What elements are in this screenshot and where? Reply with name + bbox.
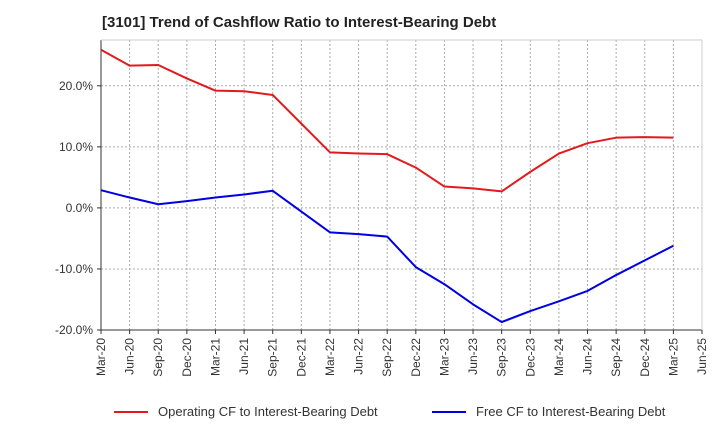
y-tick-label: -10.0% — [55, 262, 93, 276]
x-tick-label: Sep-20 — [151, 338, 165, 377]
x-tick-label: Jun-22 — [352, 338, 366, 375]
x-tick-label: Mar-21 — [208, 338, 222, 376]
x-tick-label: Jun-25 — [695, 338, 709, 375]
x-tick-label: Dec-24 — [638, 338, 652, 377]
x-tick-label: Mar-20 — [94, 338, 108, 376]
x-tick-label: Jun-21 — [237, 338, 251, 375]
x-tick-label: Mar-23 — [437, 338, 451, 376]
x-tick-label: Jun-24 — [581, 338, 595, 375]
y-tick-label: 10.0% — [59, 140, 93, 154]
legend-label-free-cf: Free CF to Interest-Bearing Debt — [476, 404, 666, 419]
x-tick-label: Mar-24 — [552, 338, 566, 376]
x-tick-label: Dec-20 — [180, 338, 194, 377]
x-tick-label: Jun-23 — [466, 338, 480, 375]
legend: Operating CF to Interest-Bearing Debt Fr… — [0, 404, 720, 426]
x-tick-label: Dec-22 — [409, 338, 423, 377]
x-tick-label: Mar-25 — [666, 338, 680, 376]
x-tick-label: Dec-21 — [294, 338, 308, 377]
series-line-free-cf — [100, 189, 674, 324]
line-chart: 20.0% 10.0% 0.0% -10.0% -20.0%Mar-20 Jun-20 Se… — [55, 39, 709, 377]
x-tick-label: Dec-23 — [523, 338, 537, 377]
legend-swatch-operating-cf — [114, 410, 148, 413]
y-tick-label: -20.0% — [55, 323, 93, 337]
legend-item-free-cf: Free CF to Interest-Bearing Debt — [432, 404, 665, 419]
x-tick-label: Sep-24 — [609, 338, 623, 377]
x-tick-label: Sep-21 — [266, 338, 280, 377]
plot-area — [101, 40, 702, 330]
x-tick-label: Mar-22 — [323, 338, 337, 376]
x-tick-label: Sep-23 — [495, 338, 509, 377]
legend-label-operating-cf: Operating CF to Interest-Bearing Debt — [158, 404, 378, 419]
legend-swatch-free-cf — [432, 410, 466, 413]
y-tick-label: 0.0% — [66, 201, 94, 215]
x-tick-label: Jun-20 — [123, 338, 137, 375]
x-tick-label: Sep-22 — [380, 338, 394, 377]
chart-title: [3101] Trend of Cashflow Ratio to Intere… — [102, 14, 497, 31]
series-line-operating-cf — [100, 48, 674, 193]
legend-item-operating-cf: Operating CF to Interest-Bearing Debt — [114, 404, 378, 419]
y-tick-label: 20.0% — [59, 79, 93, 93]
